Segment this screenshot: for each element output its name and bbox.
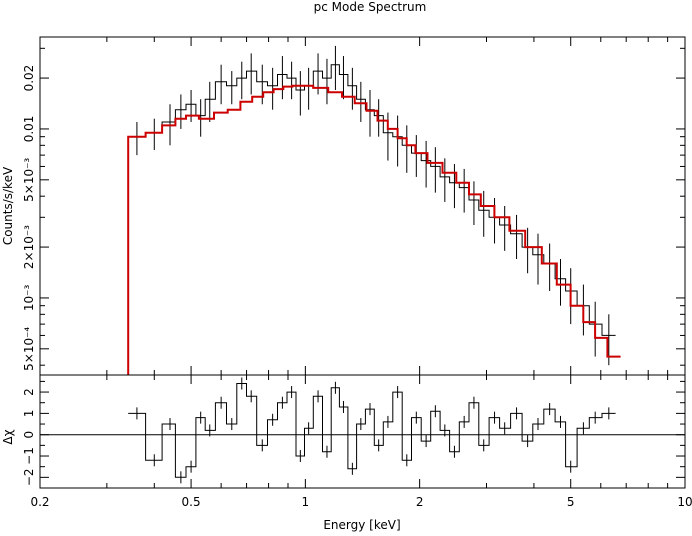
- x-tick-label: 10: [677, 495, 692, 509]
- x-tick-label: 1: [302, 495, 310, 509]
- spectrum-ticks: [39, 37, 686, 375]
- y-tick-label: 5×10⁻⁴: [22, 327, 36, 371]
- model-step-line: [127, 84, 621, 375]
- residuals-y-tick-labels: −2 −1 0 1 2: [22, 388, 36, 486]
- y-tick-label: 0: [22, 431, 36, 439]
- residuals-y-axis-label: Δχ: [1, 429, 15, 444]
- residuals-ticks: [39, 375, 686, 488]
- y-tick-label: −2: [22, 468, 36, 486]
- y-tick-label: 1: [22, 410, 36, 418]
- y-tick-label: 2×10⁻³: [22, 225, 36, 269]
- residuals-frame: [39, 374, 686, 489]
- x-tick-label: 0.5: [182, 495, 201, 509]
- y-tick-label: 0.02: [22, 65, 36, 92]
- spectrum-y-tick-labels: 5×10⁻⁴ 10⁻³ 2×10⁻³ 5×10⁻³ 0.01 0.02: [22, 65, 36, 371]
- x-axis-label: Energy [keV]: [323, 518, 400, 532]
- y-tick-label: 5×10⁻³: [22, 158, 36, 202]
- chart-title: pc Mode Spectrum: [314, 0, 427, 14]
- residual-step-line: [128, 383, 616, 478]
- spectrum-y-axis-label: Counts/s/keV: [1, 166, 15, 245]
- x-tick-label: 0.2: [30, 495, 49, 509]
- residuals-series-group: [128, 377, 616, 484]
- y-tick-label: −1: [22, 447, 36, 465]
- data-step-line: [128, 64, 616, 336]
- y-tick-label: 2: [22, 388, 36, 396]
- y-tick-label: 10⁻³: [22, 285, 36, 312]
- x-tick-label: 5: [567, 495, 575, 509]
- spectrum-series-group: [127, 45, 621, 375]
- spectrum-frame: [39, 36, 686, 376]
- spectrum-panel: 5×10⁻⁴ 10⁻³ 2×10⁻³ 5×10⁻³ 0.01 0.02 Counts/s/…: [1, 36, 686, 376]
- y-tick-label: 0.01: [22, 116, 36, 143]
- x-tick-label: 2: [416, 495, 424, 509]
- x-tick-labels: 0.2 0.5 1 2 5 10: [30, 495, 692, 509]
- residuals-panel: −2 −1 0 1 2 Δχ: [1, 374, 686, 489]
